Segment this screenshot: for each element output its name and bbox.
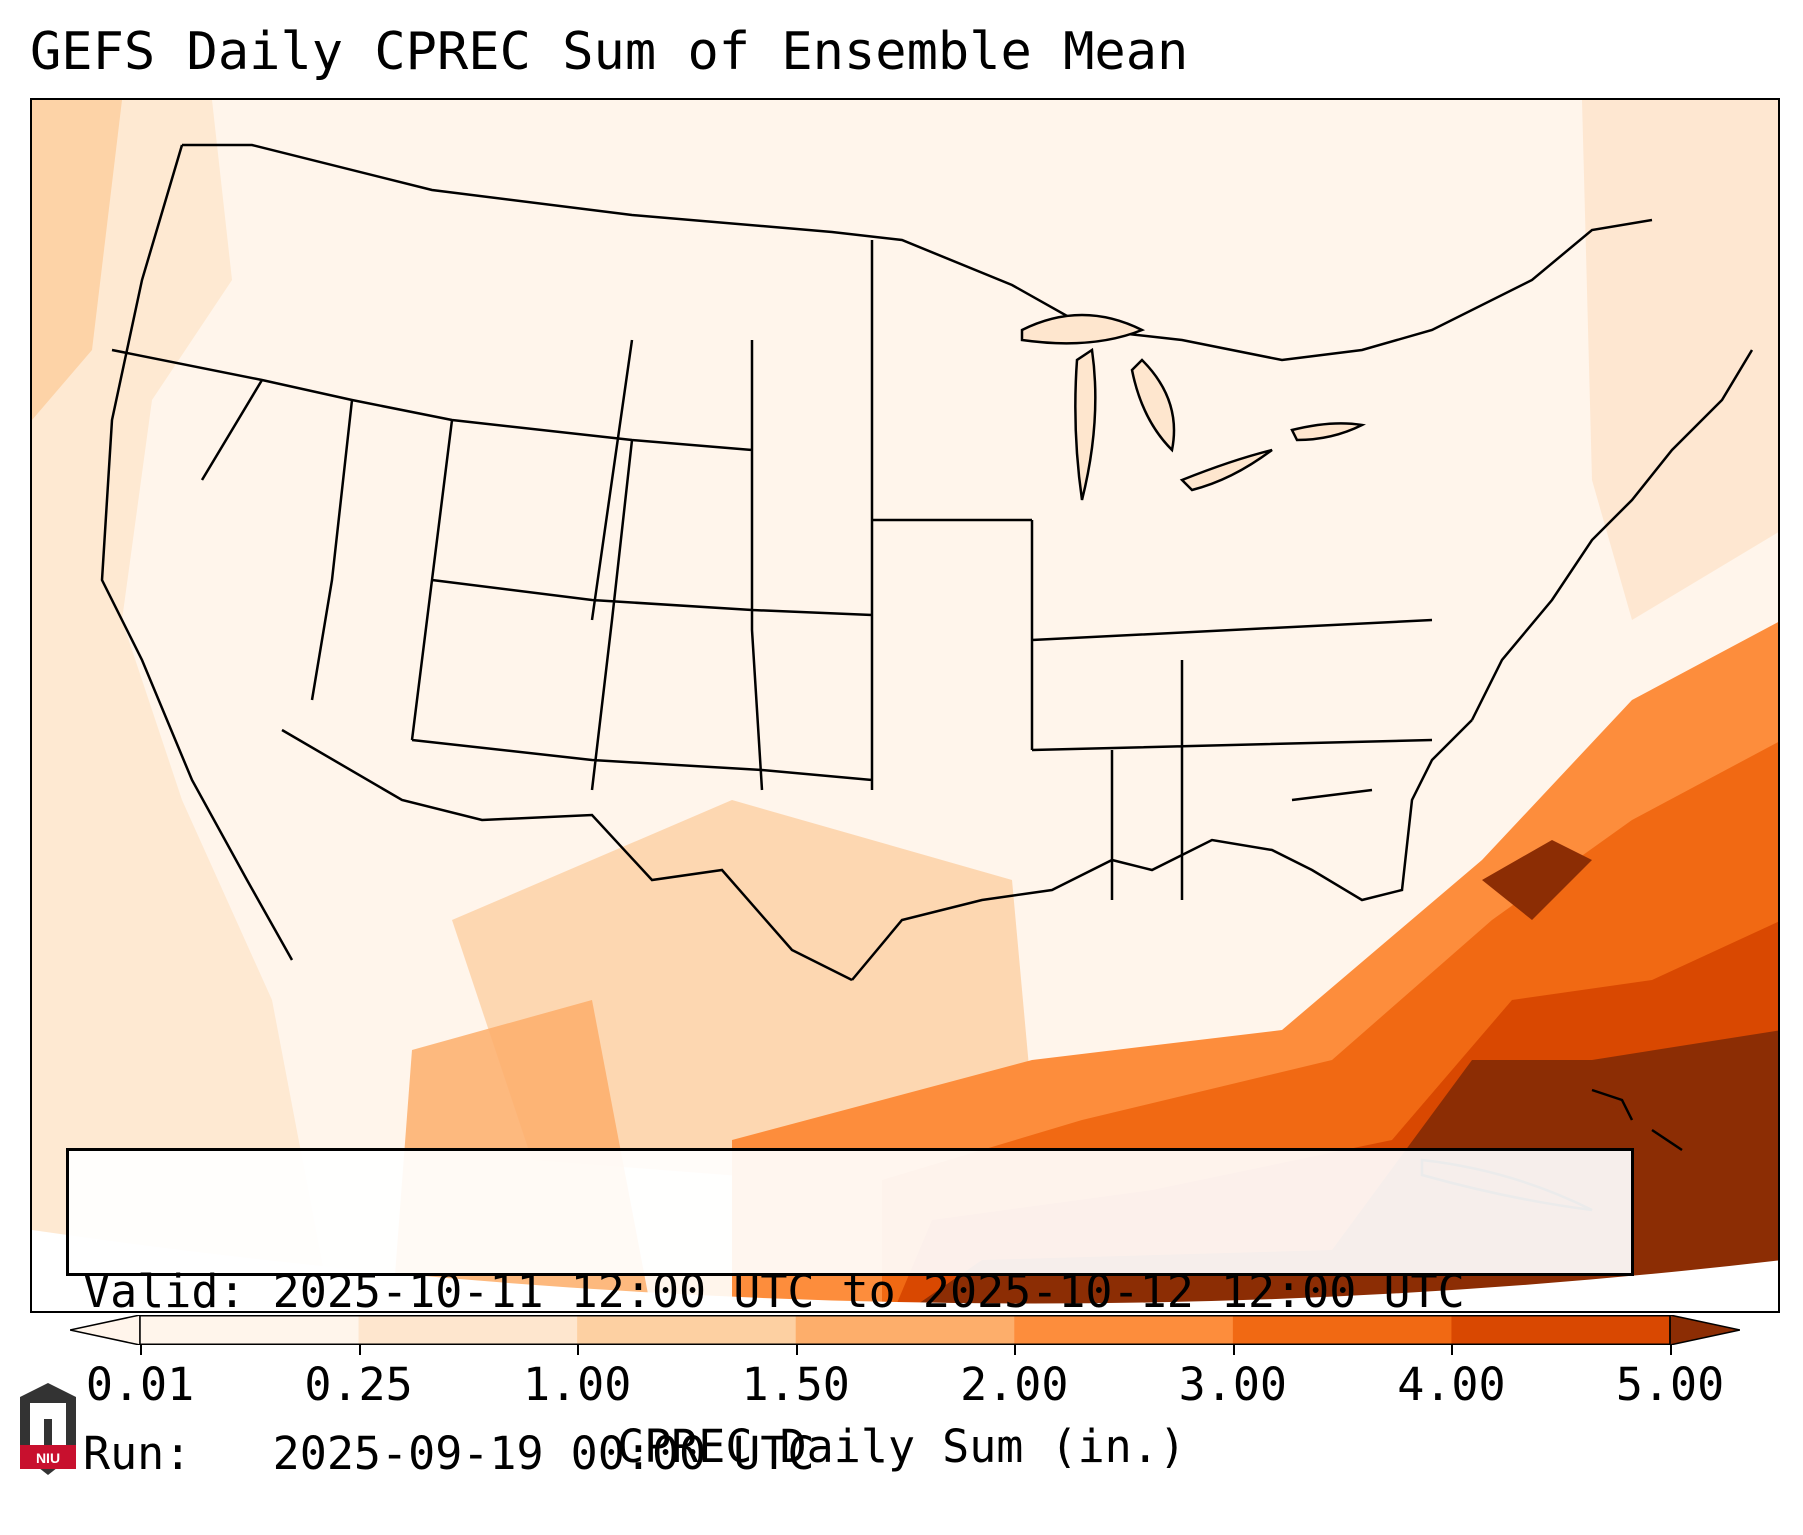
lake-ontario	[1290, 422, 1367, 442]
colorbar-label: CPREC Daily Sum (in.)	[617, 1420, 1186, 1473]
lake-erie	[1179, 448, 1273, 492]
map-canvas	[32, 100, 1778, 1311]
valid-value: 2025-10-11 12:00 UTC to 2025-10-12 12:00…	[272, 1265, 1465, 1318]
colorbar-tick-mark	[577, 1345, 580, 1355]
validity-box: Valid: 2025-10-11 12:00 UTC to 2025-10-1…	[66, 1148, 1634, 1480]
colorbar-segment	[1451, 1315, 1671, 1345]
colorbar-tick-mark	[1014, 1345, 1017, 1355]
colorbar-tick-label: 1.50	[741, 1358, 850, 1411]
colorbar-segment	[358, 1315, 578, 1345]
bahamas-outline	[1591, 1088, 1683, 1152]
colorbar-tick-label: 1.00	[522, 1358, 632, 1411]
colorbar-segment	[140, 1315, 360, 1345]
valid-row: Valid: 2025-10-11 12:00 UTC to 2025-10-1…	[83, 1265, 1617, 1319]
colorbar-tick-label: 0.01	[85, 1358, 195, 1411]
colorbar-tick-label: 4.00	[1397, 1358, 1506, 1411]
colorbar	[70, 1315, 1740, 1345]
great-lakes	[1020, 313, 1367, 501]
run-value: 2025-09-19 00:00 UTC	[272, 1427, 815, 1480]
run-label: Run:	[83, 1427, 192, 1480]
colorbar-tick-mark	[358, 1345, 361, 1355]
colorbar-frame	[139, 1315, 1671, 1345]
us-mexico-border	[281, 728, 853, 982]
colorbar-tick-label: 3.00	[1178, 1358, 1288, 1411]
run-row: Run: 2025-09-19 00:00 UTC	[83, 1427, 1617, 1481]
precip-zone-carolina-band	[1482, 840, 1592, 920]
gulf-coast	[851, 719, 1473, 981]
colorbar-tick-label: 2.00	[960, 1358, 1069, 1411]
logo-text: NIU	[36, 1450, 60, 1466]
colorbar-tick-mark	[140, 1345, 142, 1355]
colorbar-tick-label: 5.00	[1615, 1358, 1725, 1411]
colorbar-tick-label: 0.25	[304, 1358, 413, 1411]
state-lines	[111, 240, 1433, 900]
precip-zone-west	[32, 100, 332, 1311]
colorbar-segment	[577, 1315, 797, 1345]
lake-huron	[1130, 358, 1176, 453]
colorbar-extend-high	[1669, 1315, 1740, 1345]
map-title: GEFS Daily CPREC Sum of Ensemble Mean	[30, 22, 1189, 82]
lake-superior	[1020, 313, 1146, 345]
precip-zone-pacific	[32, 100, 122, 420]
east-coast	[1470, 349, 1754, 721]
colorbar-extend-low	[70, 1315, 141, 1345]
colorbar-segment	[795, 1315, 1015, 1345]
colorbar-tick-mark	[1670, 1345, 1672, 1355]
projection-edge	[32, 1230, 1778, 1311]
colorbar-segment	[1014, 1315, 1234, 1345]
niu-logo: NIU	[20, 1383, 76, 1475]
logo-band	[20, 1445, 76, 1469]
colorbar-tick-mark	[1232, 1345, 1235, 1355]
colorbar-segment	[1232, 1315, 1452, 1345]
logo-door	[44, 1419, 52, 1445]
valid-label: Valid:	[83, 1265, 246, 1318]
lake-michigan	[1074, 347, 1097, 501]
west-coast	[100, 144, 294, 961]
colorbar-tick-mark	[795, 1345, 798, 1355]
precip-zone-northeast	[1582, 100, 1778, 620]
precip-map	[30, 98, 1780, 1313]
colorbar-tick-mark	[1451, 1345, 1454, 1355]
